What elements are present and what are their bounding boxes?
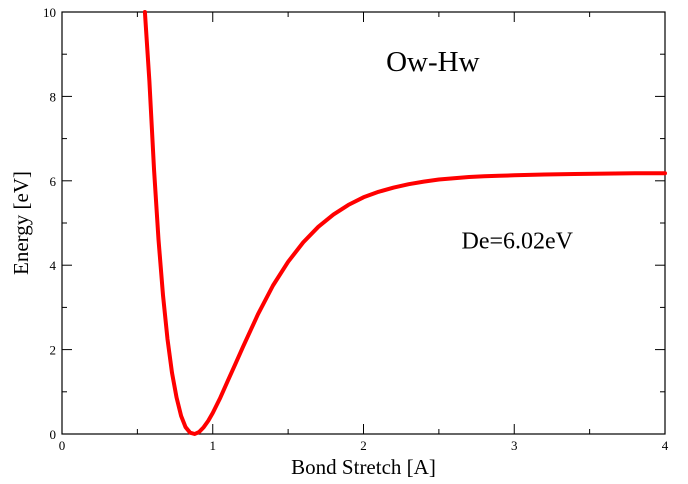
annotation-title: Ow-Hw xyxy=(386,46,479,78)
tick-labels: 0 1 2 3 4 0 2 4 6 8 10 xyxy=(43,5,669,453)
y-axis-label: Energy [eV] xyxy=(9,171,33,275)
x-tick-label: 2 xyxy=(360,438,367,453)
x-tick-label: 0 xyxy=(59,438,66,453)
series-line xyxy=(142,10,667,436)
x-tick-label: 4 xyxy=(662,438,669,453)
x-axis-label: Bond Stretch [A] xyxy=(291,455,436,479)
y-tick-label: 4 xyxy=(50,258,57,273)
y-tick-label: 2 xyxy=(50,343,57,358)
annotation-dissociation-energy: De=6.02eV xyxy=(461,228,573,254)
x-tick-label: 3 xyxy=(511,438,518,453)
y-tick-label: 10 xyxy=(43,5,56,20)
x-tick-label: 1 xyxy=(210,438,217,453)
y-tick-label: 6 xyxy=(50,174,57,189)
y-tick-label: 0 xyxy=(50,427,57,442)
plot-frame xyxy=(61,11,666,435)
y-tick-label: 8 xyxy=(50,89,57,104)
